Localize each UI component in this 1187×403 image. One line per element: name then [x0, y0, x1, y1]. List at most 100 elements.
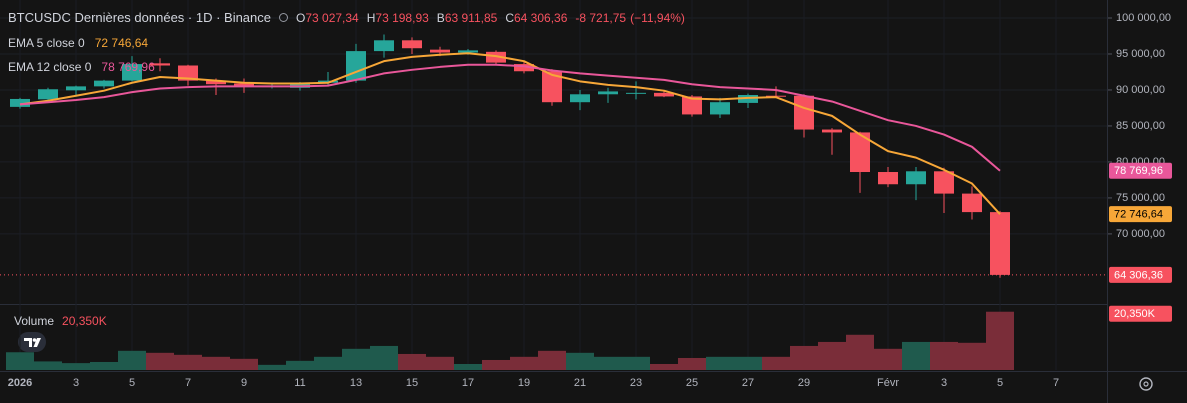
y-tick-label: 85 000,00 [1116, 120, 1165, 132]
volume-tag-bg [1109, 305, 1172, 322]
volume-legend: Volume 20,350K [14, 314, 107, 328]
candle-body [486, 51, 506, 63]
candle-body [66, 86, 86, 91]
volume-value: 20,350K [62, 314, 107, 328]
candle-body [122, 64, 142, 81]
volume-bar [426, 356, 454, 370]
candle-body [738, 95, 758, 103]
settings-core[interactable] [1143, 381, 1149, 387]
x-tick-label: 11 [294, 377, 305, 389]
volume-bar [342, 348, 370, 370]
candle-body [570, 94, 590, 103]
y-tick-label: 75 000,00 [1116, 192, 1165, 204]
ema12-legend: EMA 12 close 0 78 769,96 [8, 60, 155, 74]
candle-body [682, 96, 702, 115]
ema-price-tag: 72 746,64 [1114, 209, 1163, 221]
ema-price-tag-bg [1109, 162, 1172, 179]
volume-bar [622, 356, 650, 370]
ohlc-label: C [505, 10, 514, 25]
candle-body [178, 65, 198, 81]
settings-ring[interactable] [1139, 377, 1153, 391]
volume-bar [958, 342, 986, 370]
volume-bar [6, 352, 34, 370]
candle-body [850, 132, 870, 173]
volume-bar [678, 357, 706, 370]
x-tick-label: 27 [742, 377, 754, 389]
y-tick-label: 70 000,00 [1116, 228, 1165, 240]
y-tick-label: 95 000,00 [1116, 48, 1165, 60]
change: -8 721,75 [575, 10, 627, 25]
ohlc-value: 73 027,34 [305, 10, 359, 25]
ema-line [19, 63, 1001, 172]
volume-bar [650, 363, 678, 370]
volume-bar [874, 348, 902, 370]
symbol-title: BTCUSDC Dernières données · 1D · Binance [8, 10, 271, 25]
x-tick-label: 19 [518, 377, 530, 389]
volume-bar [510, 356, 538, 370]
candle-body [598, 91, 618, 95]
ohlc-label: B [436, 10, 445, 25]
status-dot [279, 13, 288, 22]
volume-bar [202, 356, 230, 370]
ohlc-label: O [296, 10, 306, 25]
volume-bar [818, 341, 846, 370]
last-price-tag-bg [1109, 266, 1172, 283]
candle-body [10, 98, 30, 107]
ema-value: 72 746,64 [94, 36, 149, 50]
candle-body [794, 95, 814, 130]
candle-body [654, 92, 674, 97]
ohlc-item: C64 306,36 [505, 11, 567, 25]
ohlc-label: H [366, 10, 376, 25]
settings-icon[interactable] [1139, 377, 1153, 391]
x-tick-label: 29 [798, 377, 810, 389]
candle-body [94, 80, 114, 87]
volume-bar [482, 359, 510, 370]
volume-bar [734, 356, 762, 370]
volume-bar [846, 334, 874, 370]
logo-part [33, 338, 41, 347]
candle-body [318, 80, 338, 83]
volume-bar [90, 361, 118, 370]
change-percent: (−11,94%) [630, 10, 685, 25]
tv-logo [18, 332, 46, 352]
x-tick-label: 5 [129, 377, 135, 389]
last-price-tag: 64 306,36 [1114, 269, 1163, 281]
ema5-legend: EMA 5 close 0 72 746,64 [8, 36, 148, 50]
ohlc-item: H73 198,93 [367, 11, 429, 25]
logo-part [32, 338, 37, 342]
volume-bar [370, 345, 398, 370]
volume-bar [902, 341, 930, 370]
ohlc-value: 64 306,36 [513, 10, 568, 25]
candle-body [542, 71, 562, 103]
candle-body [290, 82, 310, 88]
candle-body [458, 50, 478, 53]
volume-tag: 20,350K [1114, 308, 1156, 320]
volume-bar [566, 352, 594, 370]
ema-line [19, 52, 1001, 215]
candle-body [822, 129, 842, 133]
volume-bar [258, 364, 286, 370]
x-tick-label: 3 [73, 377, 79, 389]
candle-body [514, 64, 534, 72]
x-tick-label: 21 [574, 377, 586, 389]
candle-body [206, 80, 226, 85]
x-tick-label: 17 [462, 377, 474, 389]
volume-bar [286, 360, 314, 370]
candle-body [906, 171, 926, 185]
x-tick-label: 7 [185, 377, 191, 389]
candle-body [402, 40, 422, 49]
candle-body [374, 40, 394, 52]
x-tick-label: 15 [406, 377, 418, 389]
ohlc-value: 73 198,93 [375, 10, 429, 25]
ema-name: EMA 12 close 0 [8, 60, 92, 74]
volume-bar [594, 356, 622, 370]
ema-name: EMA 5 close 0 [8, 36, 85, 50]
volume-bar [706, 356, 734, 370]
volume-bar [762, 356, 790, 370]
symbol-legend: BTCUSDC Dernières données · 1D · Binance… [8, 10, 685, 25]
x-tick-label: Févr [877, 377, 899, 389]
ohlc-item: B63 911,85 [437, 11, 498, 25]
candle-body [934, 171, 954, 194]
volume-bar [174, 354, 202, 370]
candle-body [234, 83, 254, 87]
